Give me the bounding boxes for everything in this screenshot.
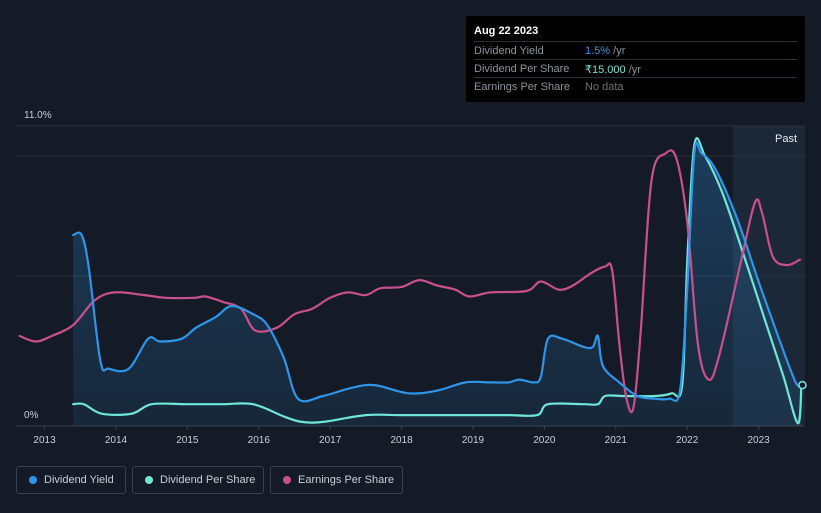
- tooltip-row-dividend-per-share: Dividend Per Share ₹15.000 /yr: [474, 59, 797, 77]
- tooltip-label: Dividend Yield: [474, 45, 544, 57]
- x-tick-label: 2017: [319, 435, 342, 446]
- series-area-dividend-yield: [73, 142, 802, 426]
- legend-label: Dividend Per Share: [160, 474, 256, 486]
- series-line-dividend-yield: [72, 141, 803, 403]
- tooltip-panel: Aug 22 2023 Dividend Yield 1.5% /yr Divi…: [466, 16, 805, 102]
- tooltip-label: Earnings Per Share: [474, 81, 570, 93]
- series-line-dividend-per-share: [72, 137, 803, 425]
- x-tick-label: 2020: [533, 435, 556, 446]
- tooltip-row-dividend-yield: Dividend Yield 1.5% /yr: [474, 41, 797, 59]
- legend-item-dividend-per-share[interactable]: Dividend Per Share: [132, 466, 264, 494]
- x-tick-label: 2023: [747, 435, 770, 446]
- x-tick-label: 2014: [105, 435, 128, 446]
- tooltip-row-earnings-per-share: Earnings Per Share No data: [474, 77, 797, 95]
- x-tick-label: 2013: [33, 435, 56, 446]
- x-tick-label: 2016: [248, 435, 271, 446]
- tooltip-date: Aug 22 2023: [474, 25, 539, 37]
- series-end-marker: [798, 380, 807, 390]
- legend-label: Earnings Per Share: [298, 474, 394, 486]
- tooltip-value: ₹15.000 /yr: [585, 64, 641, 76]
- x-tick-label: 2015: [176, 435, 199, 446]
- series-line-earnings-per-share: [18, 149, 802, 414]
- y-tick-label: 0%: [24, 410, 39, 421]
- legend-item-earnings-per-share[interactable]: Earnings Per Share: [270, 466, 403, 494]
- legend-dot-icon: [283, 476, 291, 484]
- legend-dot-icon: [29, 476, 37, 484]
- x-tick-label: 2019: [462, 435, 485, 446]
- legend-dot-icon: [145, 476, 153, 484]
- legend-item-dividend-yield[interactable]: Dividend Yield: [16, 466, 126, 494]
- legend-label: Dividend Yield: [44, 474, 114, 486]
- tooltip-value: No data: [585, 81, 624, 93]
- tooltip-label: Dividend Per Share: [474, 63, 570, 75]
- tooltip-value: 1.5% /yr: [585, 45, 626, 57]
- y-tick-label: 11.0%: [24, 110, 52, 121]
- x-tick-label: 2018: [390, 435, 413, 446]
- x-tick-label: 2021: [605, 435, 628, 446]
- past-label: Past: [775, 133, 797, 145]
- x-tick-label: 2022: [676, 435, 699, 446]
